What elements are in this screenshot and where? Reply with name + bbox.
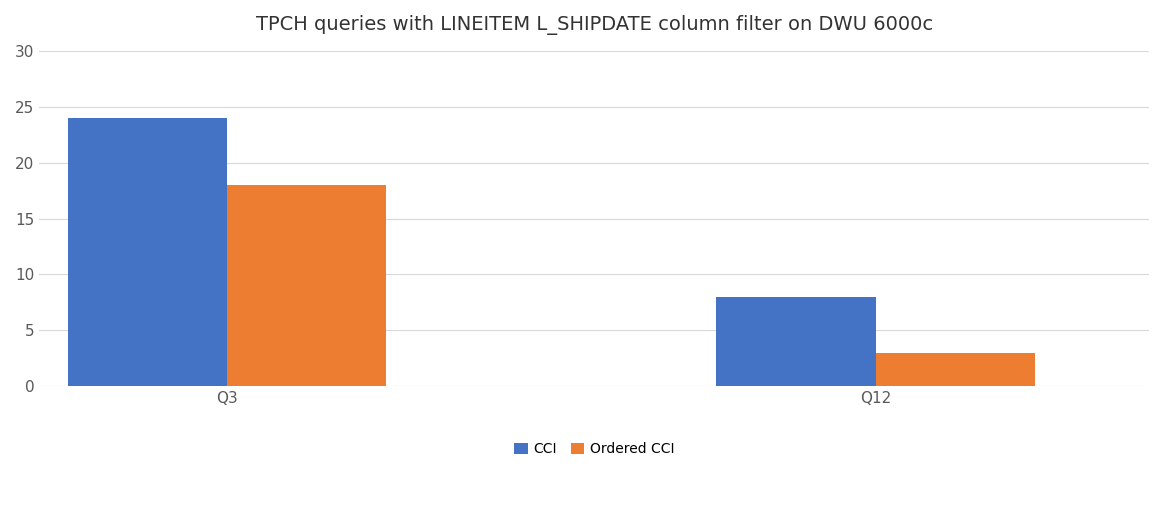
Title: TPCH queries with LINEITEM L_SHIPDATE column filter on DWU 6000c: TPCH queries with LINEITEM L_SHIPDATE co… [256,15,932,35]
Bar [717,297,875,386]
Bar [227,185,386,386]
Bar [875,353,1035,386]
Legend: CCI, Ordered CCI: CCI, Ordered CCI [509,437,680,462]
Bar [68,118,227,386]
